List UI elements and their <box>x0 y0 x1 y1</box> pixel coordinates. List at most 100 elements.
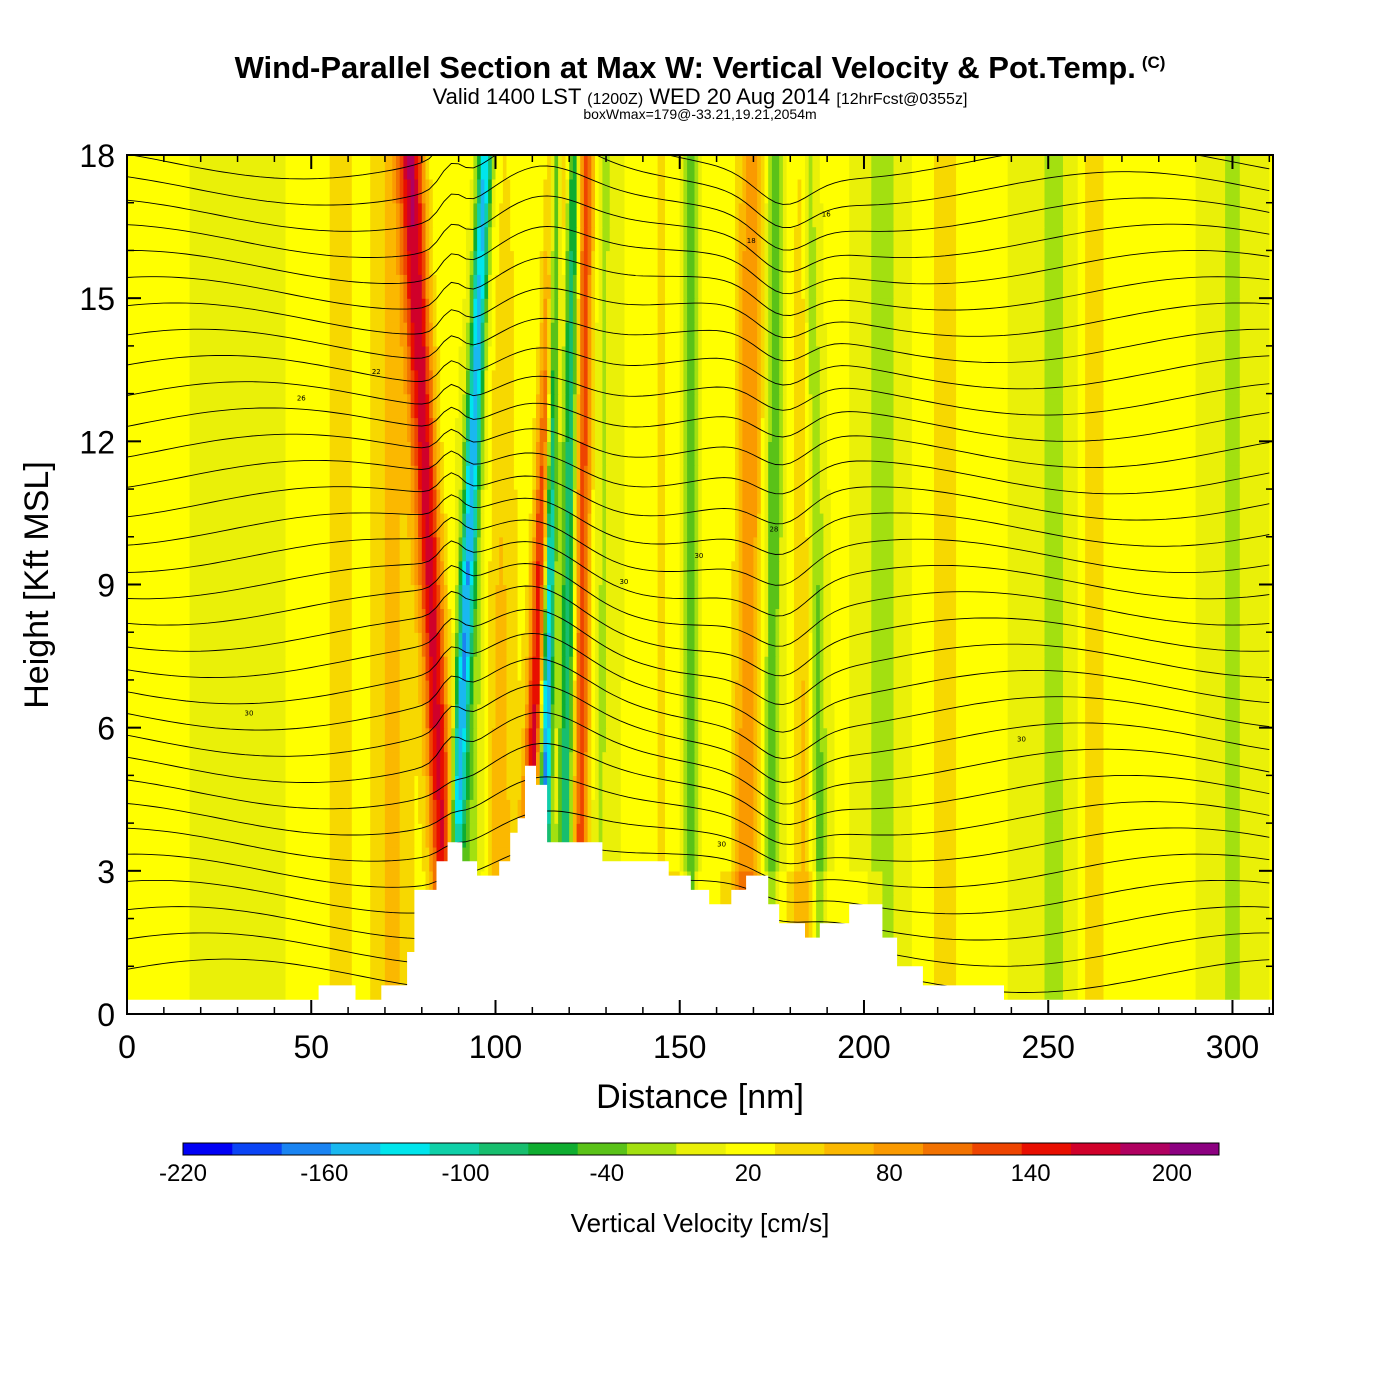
field-cell <box>536 369 541 395</box>
field-cell <box>1103 823 1197 848</box>
colorbar-swatch <box>775 1143 825 1155</box>
field-cell <box>698 751 703 776</box>
field-cell <box>443 823 449 848</box>
field-cell <box>329 512 353 538</box>
field-cell <box>466 727 471 753</box>
field-cell <box>532 512 537 538</box>
field-cell <box>1044 703 1064 729</box>
field-cell <box>436 489 441 514</box>
field-cell <box>683 584 688 609</box>
y-tick-label: 15 <box>79 281 115 317</box>
field-cell <box>1195 202 1226 228</box>
field-cell <box>443 799 449 824</box>
field-cell <box>536 727 541 753</box>
field-cell <box>794 799 802 824</box>
field-cell <box>665 632 681 657</box>
field-cell <box>687 584 696 609</box>
field-cell <box>871 226 894 252</box>
field-cell <box>698 322 703 347</box>
y-tick-label: 12 <box>79 424 115 460</box>
field-cell <box>462 441 467 466</box>
field-cell <box>823 250 850 275</box>
field-cell <box>484 632 489 657</box>
field-cell <box>849 584 872 609</box>
field-cell <box>823 823 828 848</box>
field-cell <box>547 799 552 824</box>
field-cell <box>543 608 548 633</box>
field-cell <box>816 679 821 705</box>
field-cell <box>1225 465 1241 490</box>
field-cell <box>735 823 740 848</box>
field-cell <box>753 823 758 848</box>
field-cell <box>1195 417 1226 442</box>
field-cell <box>665 608 681 633</box>
field-cell <box>484 751 489 776</box>
field-cell <box>1085 441 1105 466</box>
field-cell <box>738 298 743 323</box>
field-cell <box>812 656 817 681</box>
field-cell <box>127 155 191 180</box>
field-cell <box>786 847 795 872</box>
field-cell <box>683 393 688 419</box>
field-cell <box>830 656 850 681</box>
field-cell <box>934 250 957 275</box>
field-cell <box>329 202 353 228</box>
field-cell <box>565 298 570 323</box>
field-cell <box>491 274 497 299</box>
field-cell <box>701 751 732 776</box>
field-cell <box>517 584 526 609</box>
field-cell <box>816 894 825 920</box>
field-cell <box>834 847 850 872</box>
field-cell <box>189 512 286 538</box>
field-cell <box>539 560 544 586</box>
field-cell <box>418 417 427 442</box>
field-cell <box>764 178 769 204</box>
field-cell <box>816 823 825 848</box>
field-cell <box>440 417 456 442</box>
field-cell <box>399 632 419 657</box>
field-cell <box>580 369 585 395</box>
field-cell <box>396 226 401 252</box>
field-cell <box>580 703 585 729</box>
field-cell <box>871 489 894 514</box>
field-cell <box>738 250 743 275</box>
field-cell <box>1239 966 1270 991</box>
field-cell <box>127 775 191 800</box>
field-cell <box>480 369 485 395</box>
field-cell <box>735 226 740 252</box>
field-cell <box>392 155 397 180</box>
field-cell <box>558 298 567 323</box>
field-cell <box>455 584 460 609</box>
field-cell <box>491 178 497 204</box>
field-cell <box>794 298 806 323</box>
field-cell <box>1085 727 1105 753</box>
field-cell <box>285 536 331 562</box>
field-cell <box>399 298 404 323</box>
field-cell <box>561 465 567 490</box>
field-cell <box>1044 512 1064 538</box>
field-cell <box>425 656 430 681</box>
field-cell <box>189 489 286 514</box>
field-cell <box>587 465 592 490</box>
field-cell <box>447 656 452 681</box>
field-cell <box>351 512 371 538</box>
field-cell <box>764 560 769 586</box>
field-cell <box>351 298 371 323</box>
field-cell <box>624 417 659 442</box>
field-cell <box>587 298 592 323</box>
field-cell <box>558 536 563 562</box>
field-cell <box>583 274 589 299</box>
field-cell <box>816 751 825 776</box>
field-cell <box>687 679 696 705</box>
field-cell <box>871 560 894 586</box>
field-cell <box>576 799 581 824</box>
field-cell <box>738 847 754 872</box>
field-cell <box>189 417 286 442</box>
field-cell <box>189 202 286 228</box>
field-cell <box>399 250 404 275</box>
field-cell <box>440 584 445 609</box>
field-cell <box>583 608 589 633</box>
field-cell <box>425 870 430 896</box>
field-cell <box>698 345 703 371</box>
field-cell <box>893 847 913 872</box>
